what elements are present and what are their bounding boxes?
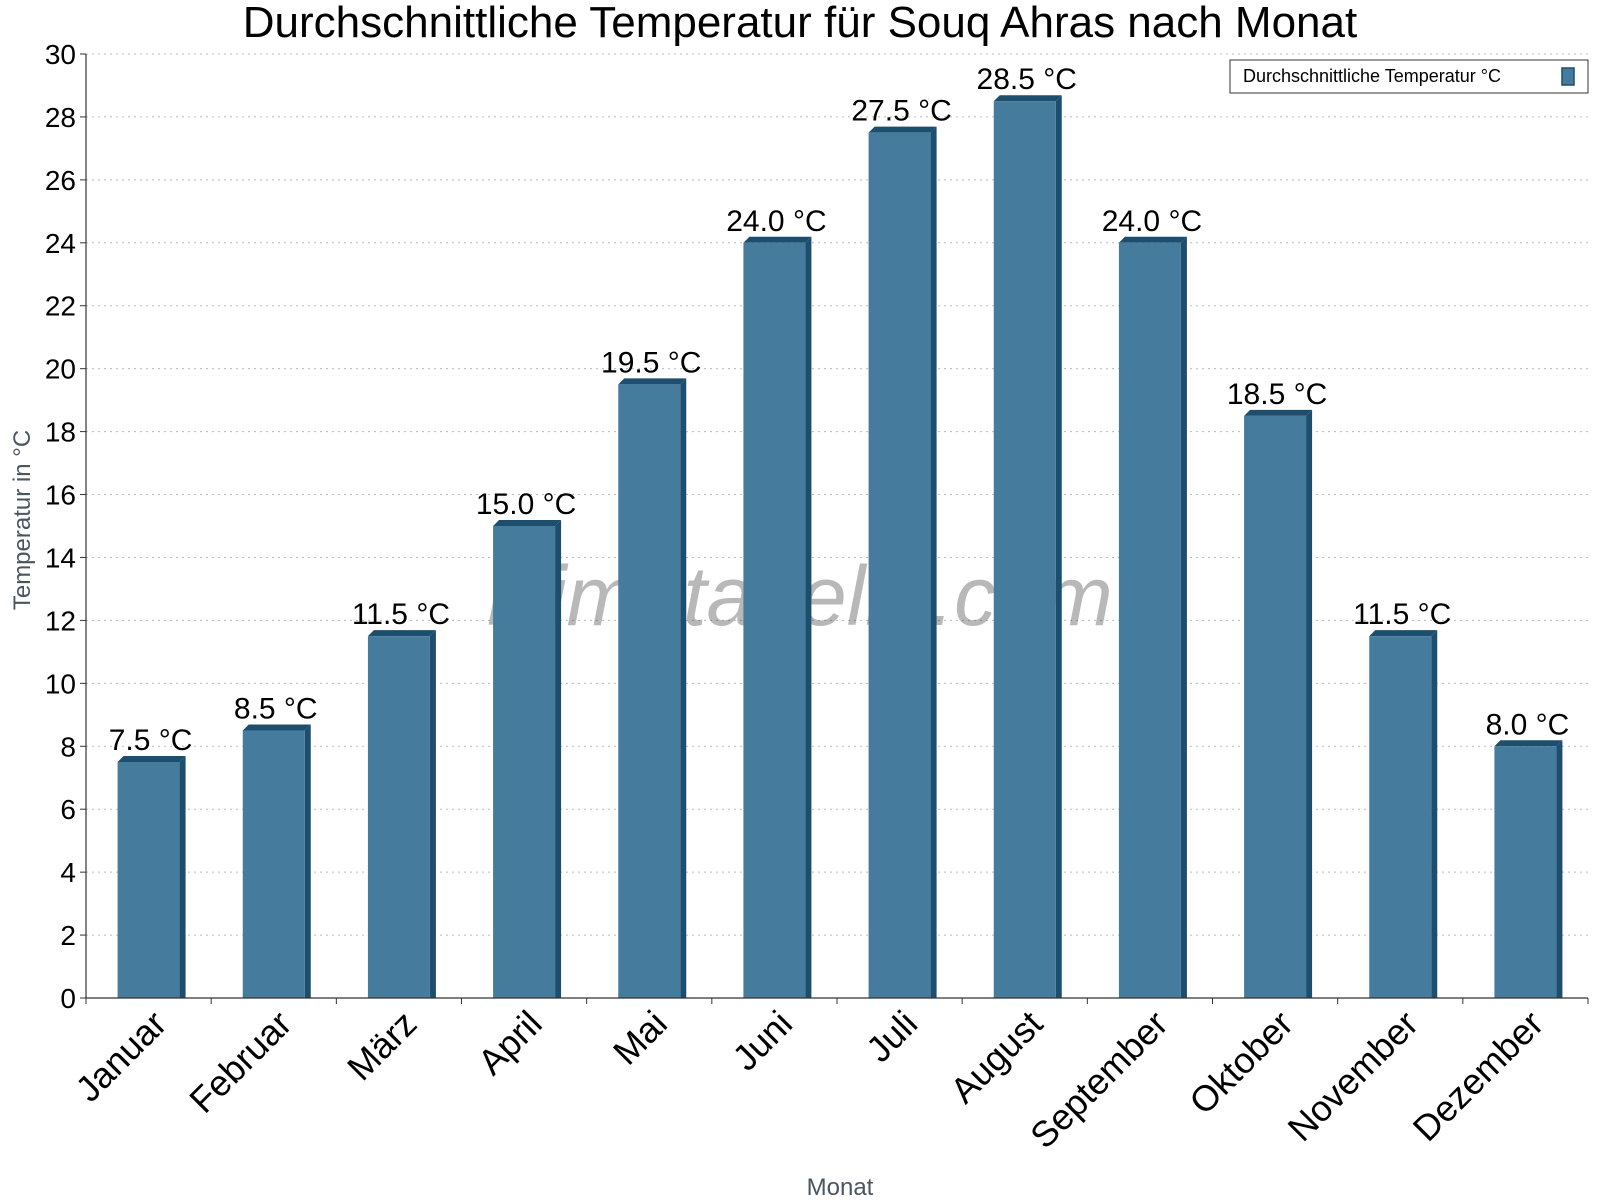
x-tick-label: April	[470, 1003, 550, 1083]
bar-oktober	[1244, 409, 1313, 998]
bar-november	[1369, 630, 1438, 998]
y-tick-label: 14	[45, 542, 76, 573]
chart-title: Durchschnittliche Temperatur für Souq Ah…	[242, 0, 1358, 47]
bar-top	[1244, 409, 1313, 416]
bar-front	[242, 730, 305, 998]
bar-front	[367, 636, 430, 998]
bar-front	[618, 384, 681, 998]
bar-januar	[117, 756, 186, 998]
bar-front	[1369, 636, 1432, 998]
bar-front	[1494, 746, 1557, 998]
y-tick-label: 12	[45, 605, 76, 636]
legend-box	[1229, 59, 1589, 94]
data-label: 18.5 °C	[1227, 378, 1327, 411]
y-tick-label: 22	[45, 291, 76, 322]
x-tick-label: November	[1279, 1003, 1425, 1149]
bar-front	[1118, 242, 1181, 999]
y-tick-label: 0	[60, 983, 76, 1014]
data-label: 28.5 °C	[977, 63, 1077, 96]
bar-front	[117, 762, 180, 998]
bar-side	[805, 236, 812, 999]
x-tick-label: Juli	[858, 1003, 925, 1070]
bar-april	[493, 520, 562, 998]
data-label: 15.0 °C	[476, 488, 576, 521]
x-tick-label: Oktober	[1181, 1003, 1301, 1123]
x-tick-label: März	[339, 1003, 425, 1089]
data-label: 24.0 °C	[1102, 205, 1202, 238]
y-tick-label: 6	[60, 794, 76, 825]
bar-top	[618, 378, 687, 385]
x-tick-label: September	[1022, 1003, 1176, 1157]
y-tick-label: 10	[45, 668, 76, 699]
bar-top	[1369, 630, 1438, 637]
bar-side	[429, 630, 436, 998]
y-tick-label: 4	[60, 857, 76, 888]
y-tick-label: 18	[45, 417, 76, 448]
bar-top	[993, 95, 1062, 102]
bar-front	[1244, 415, 1307, 998]
legend-swatch	[1561, 67, 1575, 86]
bar-front	[493, 526, 556, 998]
x-tick-label: Mai	[605, 1003, 675, 1073]
bar-side	[555, 520, 562, 998]
data-label: 8.5 °C	[234, 693, 318, 726]
bar-juni	[743, 236, 812, 999]
bar-top	[1494, 740, 1563, 747]
bar-september	[1118, 236, 1187, 999]
bar-side	[680, 378, 687, 998]
bar-top	[868, 126, 937, 133]
y-tick-label: 28	[45, 102, 76, 133]
bar-top	[242, 724, 311, 731]
data-label: 8.0 °C	[1486, 708, 1570, 741]
bar-side	[1180, 236, 1187, 999]
bar-side	[179, 756, 186, 998]
bar-side	[930, 126, 937, 998]
bars	[117, 95, 1563, 999]
x-tick-label: Dezember	[1405, 1003, 1551, 1149]
bar-front	[993, 101, 1056, 998]
x-tick-label: Juni	[724, 1003, 800, 1079]
data-label: 27.5 °C	[851, 95, 951, 128]
data-label: 11.5 °C	[1353, 598, 1451, 631]
bar-top	[1118, 236, 1187, 243]
y-tick-label: 24	[45, 228, 76, 259]
bar-side	[1556, 740, 1563, 998]
y-tick-label: 20	[45, 354, 76, 385]
y-tick-label: 30	[45, 39, 76, 70]
bar-side	[304, 724, 311, 998]
x-tick-label: Januar	[67, 1003, 174, 1110]
bar-front	[868, 132, 931, 998]
grid-lines	[86, 53, 1588, 936]
y-tick-label: 2	[60, 920, 76, 951]
bar-mai	[618, 378, 687, 998]
bar-top	[493, 520, 562, 526]
bar-top	[743, 236, 812, 243]
bar-side	[1431, 630, 1438, 998]
bar-top	[367, 630, 436, 637]
bar-front	[743, 242, 806, 999]
bar-side	[1306, 409, 1313, 998]
x-tick-label: Februar	[181, 1003, 299, 1121]
axes	[80, 53, 1589, 1004]
bar-side	[1055, 95, 1062, 998]
bar-juli	[868, 126, 937, 998]
y-tick-label: 8	[60, 731, 76, 762]
x-tick-label: August	[942, 1003, 1050, 1111]
y-tick-label: 26	[45, 165, 76, 196]
bar-top	[117, 756, 186, 762]
y-tick-label: 16	[45, 480, 76, 511]
y-axis-title: Temperatur in °C	[9, 430, 36, 610]
bar-dezember	[1494, 740, 1563, 998]
bar-februar	[242, 724, 311, 998]
data-label: 24.0 °C	[726, 205, 826, 238]
data-label: 11.5 °C	[352, 598, 450, 631]
x-axis-title: Monat	[807, 1174, 874, 1200]
bar-august	[993, 95, 1062, 998]
bar-märz	[367, 630, 436, 998]
legend: Durchschnittliche Temperatur °C	[1229, 59, 1589, 94]
data-label: 7.5 °C	[109, 724, 193, 757]
legend-label: Durchschnittliche Temperatur °C	[1243, 66, 1501, 86]
data-label: 19.5 °C	[601, 346, 701, 379]
